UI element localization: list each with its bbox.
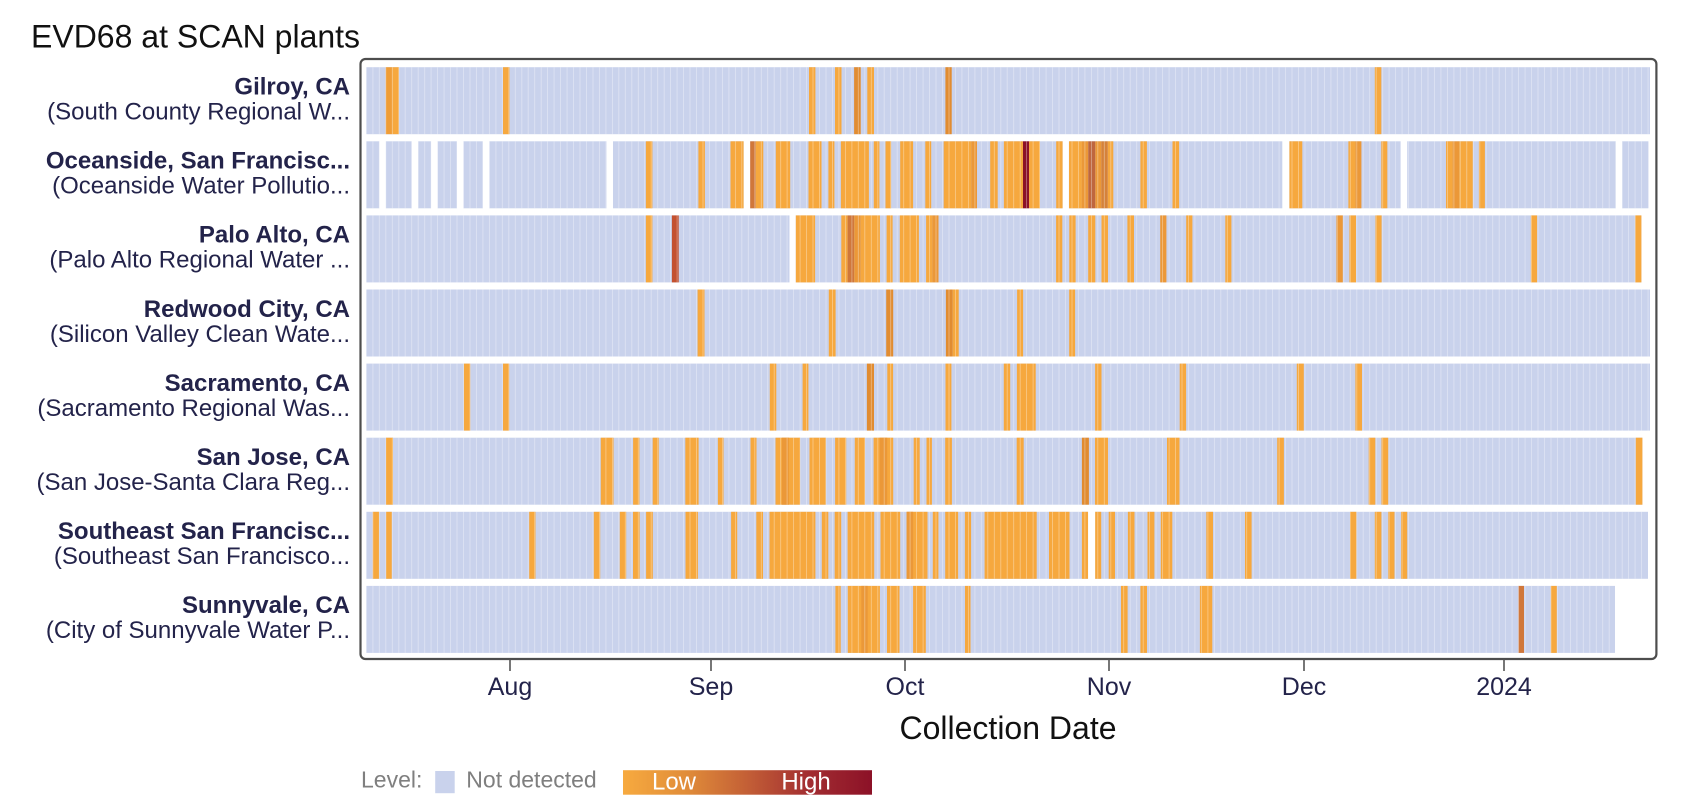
svg-text:Level:: Level: <box>361 767 422 793</box>
svg-text:San Jose, CA: San Jose, CA <box>197 444 350 471</box>
svg-text:Sep: Sep <box>689 673 733 701</box>
svg-text:Southeast San Francisc...: Southeast San Francisc... <box>58 518 350 545</box>
svg-text:EVD68 at SCAN plants: EVD68 at SCAN plants <box>31 19 360 55</box>
svg-text:Collection Date: Collection Date <box>900 710 1117 746</box>
svg-text:(Silicon Valley Clean Wate...: (Silicon Valley Clean Wate... <box>50 321 350 348</box>
svg-text:(Oceanside Water Pollutio...: (Oceanside Water Pollutio... <box>52 173 350 200</box>
svg-text:Low: Low <box>652 769 697 796</box>
svg-text:Oct: Oct <box>886 673 925 701</box>
svg-text:High: High <box>781 769 830 796</box>
svg-text:(San Jose-Santa Clara Reg...: (San Jose-Santa Clara Reg... <box>37 469 351 496</box>
svg-text:(Southeast San Francisco...: (Southeast San Francisco... <box>54 543 350 570</box>
svg-text:Aug: Aug <box>488 673 532 701</box>
svg-text:Dec: Dec <box>1282 673 1326 701</box>
svg-text:Nov: Nov <box>1087 673 1132 701</box>
svg-text:(South County Regional W...: (South County Regional W... <box>47 99 350 126</box>
svg-text:Palo Alto, CA: Palo Alto, CA <box>199 222 350 249</box>
svg-text:Not detected: Not detected <box>466 767 596 793</box>
svg-text:(Palo Alto Regional Water ...: (Palo Alto Regional Water ... <box>49 247 350 274</box>
svg-text:Oceanside, San Francisc...: Oceanside, San Francisc... <box>46 148 350 175</box>
svg-text:(City of Sunnyvale Water P...: (City of Sunnyvale Water P... <box>46 617 350 644</box>
svg-text:Redwood City, CA: Redwood City, CA <box>144 296 350 323</box>
svg-text:Gilroy, CA: Gilroy, CA <box>234 74 350 101</box>
svg-text:Sunnyvale, CA: Sunnyvale, CA <box>182 592 350 619</box>
svg-text:(Sacramento Regional Was...: (Sacramento Regional Was... <box>37 395 350 422</box>
svg-text:Sacramento, CA: Sacramento, CA <box>165 370 350 397</box>
svg-text:2024: 2024 <box>1476 673 1532 701</box>
